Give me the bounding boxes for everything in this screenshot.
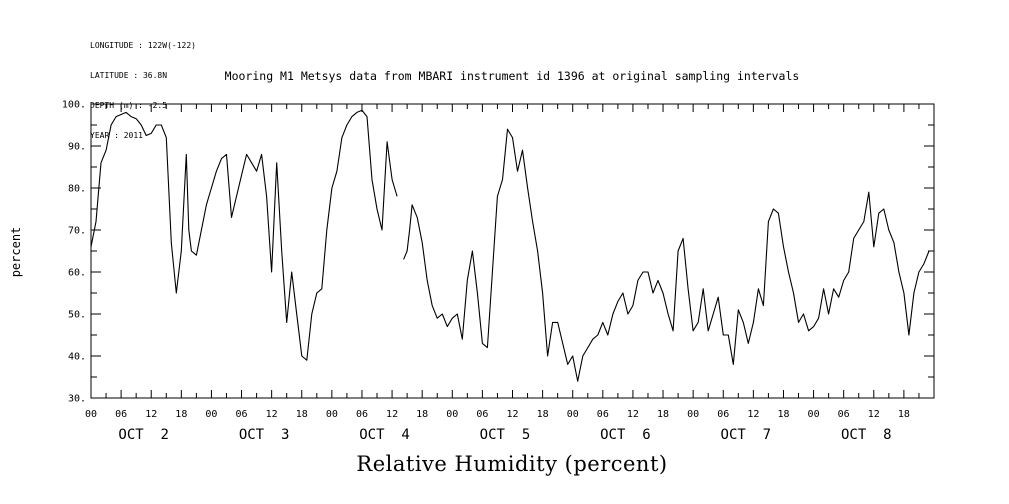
y-tick-label: 40. [68,352,86,363]
x-tick-label: 12 [266,409,278,420]
y-tick-label: 60. [68,268,86,279]
x-tick-label: 06 [597,409,609,420]
y-tick-label: 50. [68,310,86,321]
x-tick-label: 18 [416,409,428,420]
y-tick-label: 70. [68,226,86,237]
x-tick-label: 06 [717,409,729,420]
x-tick-label: 00 [205,409,217,420]
series-layer [90,109,930,382]
x-tick-label: 12 [747,409,759,420]
year-text: YEAR : 2011 [90,131,143,140]
chart-title: Mooring M1 Metsys data from MBARI instru… [224,69,800,83]
mooring-metadata: LONGITUDE : 122W(-122) LATITUDE : 36.8N … [90,21,196,151]
x-axis-label: Relative Humidity (percent) [356,452,668,476]
x-tick-label: 06 [356,409,368,420]
y-tick-label: 80. [68,184,86,195]
x-day-label: OCT 5 [480,427,531,443]
x-day-label: OCT 2 [118,427,169,443]
x-tick-label: 00 [567,409,579,420]
relative-humidity-line [90,109,930,382]
x-tick-label: 06 [236,409,248,420]
x-tick-label: 18 [175,409,187,420]
x-day-label: OCT 4 [359,427,410,443]
longitude-text: LONGITUDE : 122W(-122) [90,41,196,50]
x-tick-label: 12 [386,409,398,420]
axes-layer: 30. 40. 50. 60. 70. 80. 90. 100. 00 06 12 18 00 06 12 1… [62,100,935,443]
latitude-text: LATITUDE : 36.8N [90,71,168,80]
x-tick-label: 00 [687,409,699,420]
x-tick-label: 06 [838,409,850,420]
y-tick-label: 30. [68,394,86,405]
x-tick-label: 00 [85,409,97,420]
x-day-label: OCT 8 [841,427,892,443]
x-tick-label: 18 [777,409,789,420]
depth-text: DEPTH (m) : -2.5 [90,101,168,110]
x-tick-label: 18 [898,409,910,420]
x-tick-label: 00 [326,409,338,420]
y-tick-label: 100. [62,100,86,111]
x-day-label: OCT 3 [239,427,290,443]
x-tick-label: 06 [115,409,127,420]
y-tick-label: 90. [68,142,86,153]
x-day-label: OCT 6 [600,427,651,443]
x-tick-label: 18 [296,409,308,420]
x-tick-label: 18 [537,409,549,420]
x-tick-label: 06 [476,409,488,420]
x-tick-label: 12 [506,409,518,420]
x-tick-label: 18 [657,409,669,420]
plot-frame [90,103,935,399]
x-tick-label: 12 [145,409,157,420]
x-day-label: OCT 7 [721,427,772,443]
x-tick-label: 12 [868,409,880,420]
x-tick-label: 00 [446,409,458,420]
x-tick-label: 12 [627,409,639,420]
x-tick-label: 00 [808,409,820,420]
